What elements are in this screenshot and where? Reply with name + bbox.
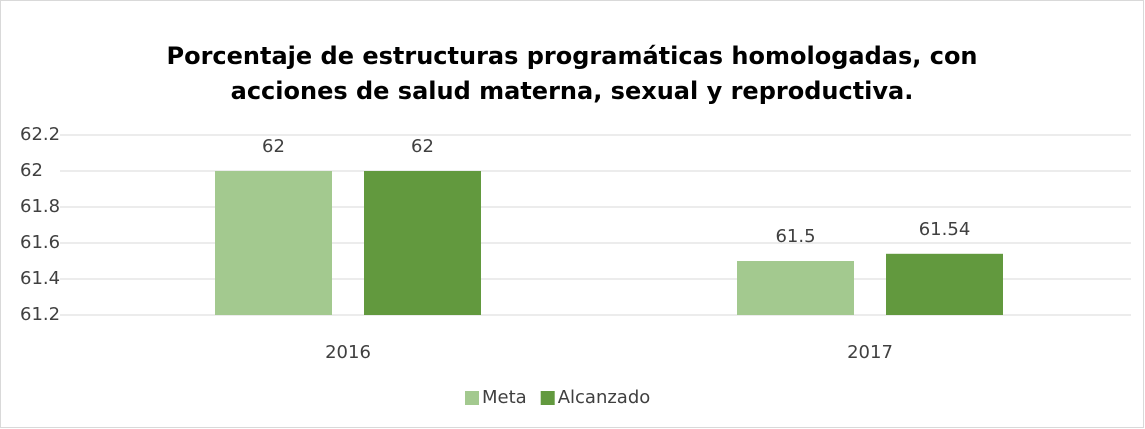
- y-tick-label: 61.8: [20, 196, 60, 217]
- data-label: 61.5: [775, 226, 815, 247]
- bar: [737, 261, 854, 315]
- legend-label: Meta: [482, 387, 527, 408]
- y-tick-label: 62: [20, 160, 43, 181]
- legend-swatch: [540, 391, 555, 405]
- y-tick-label: 62.2: [20, 124, 60, 145]
- data-label: 61.54: [919, 219, 971, 240]
- chart-title: Porcentaje de estructuras programáticas …: [166, 42, 977, 70]
- data-label: 62: [411, 136, 434, 157]
- chart-title: acciones de salud materna, sexual y repr…: [231, 77, 914, 105]
- y-tick-label: 61.2: [20, 304, 60, 325]
- y-tick-label: 61.6: [20, 232, 60, 253]
- data-label: 62: [262, 136, 285, 157]
- y-tick-label: 61.4: [20, 268, 60, 289]
- bar: [215, 171, 332, 315]
- bar: [886, 253, 1003, 315]
- legend-swatch: [465, 391, 479, 405]
- x-tick-label: 2017: [847, 342, 893, 363]
- x-tick-label: 2016: [325, 342, 371, 363]
- bar: [364, 171, 481, 315]
- legend-label: Alcanzado: [558, 387, 651, 408]
